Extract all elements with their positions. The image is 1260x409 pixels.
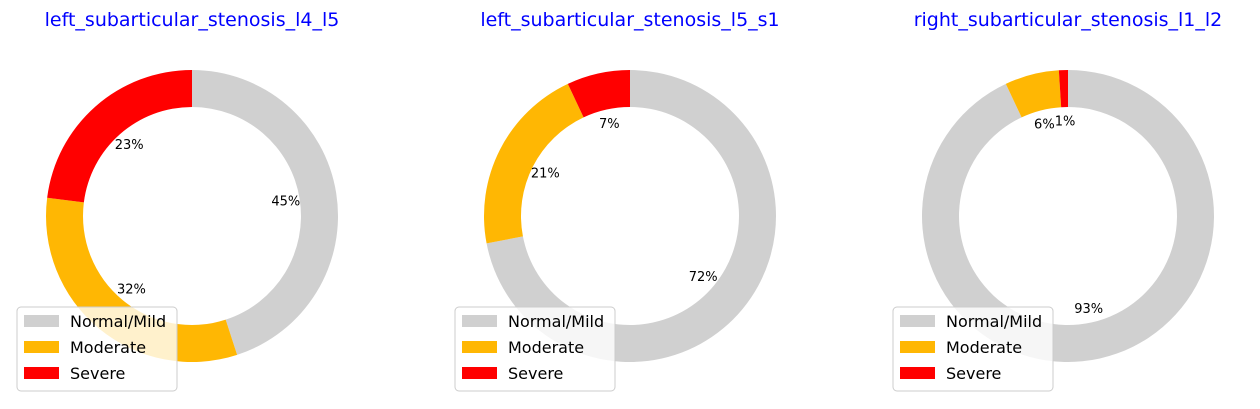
chart-title: right_subarticular_stenosis_l1_l2 <box>914 9 1223 31</box>
percent-label-moderate: 32% <box>117 283 146 298</box>
legend-label-severe: Severe <box>946 364 1001 383</box>
donut-chart-2: left_subarticular_stenosis_l5_s1 72% 21% 7%… <box>454 9 780 392</box>
legend: Normal/Mild Moderate Severe <box>16 306 178 392</box>
percent-label-normal-mild: 45% <box>271 195 300 210</box>
percent-label-normal-mild: 72% <box>689 270 718 285</box>
legend-swatch-severe <box>900 367 935 379</box>
legend-label-normal-mild: Normal/Mild <box>508 312 604 331</box>
donut-chart-3: right_subarticular_stenosis_l1_l2 93% 6% 1%… <box>892 9 1223 392</box>
chart-title: left_subarticular_stenosis_l5_s1 <box>480 9 779 31</box>
slice-moderate <box>484 83 584 244</box>
donut-chart-1: left_subarticular_stenosis_l4_l5 45% 32% 23… <box>16 9 340 392</box>
legend-swatch-normal-mild <box>462 315 497 327</box>
legend-label-normal-mild: Normal/Mild <box>70 312 166 331</box>
chart-title: left_subarticular_stenosis_l4_l5 <box>45 9 340 31</box>
legend-label-normal-mild: Normal/Mild <box>946 312 1042 331</box>
legend-swatch-normal-mild <box>24 315 59 327</box>
legend-swatch-severe <box>24 367 59 379</box>
slice-severe <box>1058 70 1068 108</box>
legend-swatch-severe <box>462 367 497 379</box>
percent-label-severe: 1% <box>1055 115 1076 130</box>
legend-swatch-moderate <box>24 341 59 353</box>
legend-swatch-moderate <box>462 341 497 353</box>
percent-label-normal-mild: 93% <box>1074 302 1103 317</box>
legend: Normal/Mild Moderate Severe <box>892 306 1054 392</box>
legend-swatch-normal-mild <box>900 315 935 327</box>
legend: Normal/Mild Moderate Severe <box>454 306 616 392</box>
slice-moderate <box>1005 70 1062 118</box>
percent-label-moderate: 21% <box>531 166 560 181</box>
slice-severe <box>567 70 630 118</box>
legend-swatch-moderate <box>900 341 935 353</box>
legend-label-moderate: Moderate <box>508 338 584 357</box>
legend-label-moderate: Moderate <box>946 338 1022 357</box>
slice-normal-mild <box>192 70 339 355</box>
percent-label-severe: 23% <box>115 138 144 153</box>
legend-label-severe: Severe <box>70 364 125 383</box>
percent-label-severe: 7% <box>599 117 620 132</box>
slice-severe <box>47 70 193 203</box>
legend-label-severe: Severe <box>508 364 563 383</box>
legend-label-moderate: Moderate <box>70 338 146 357</box>
percent-label-moderate: 6% <box>1034 117 1055 132</box>
